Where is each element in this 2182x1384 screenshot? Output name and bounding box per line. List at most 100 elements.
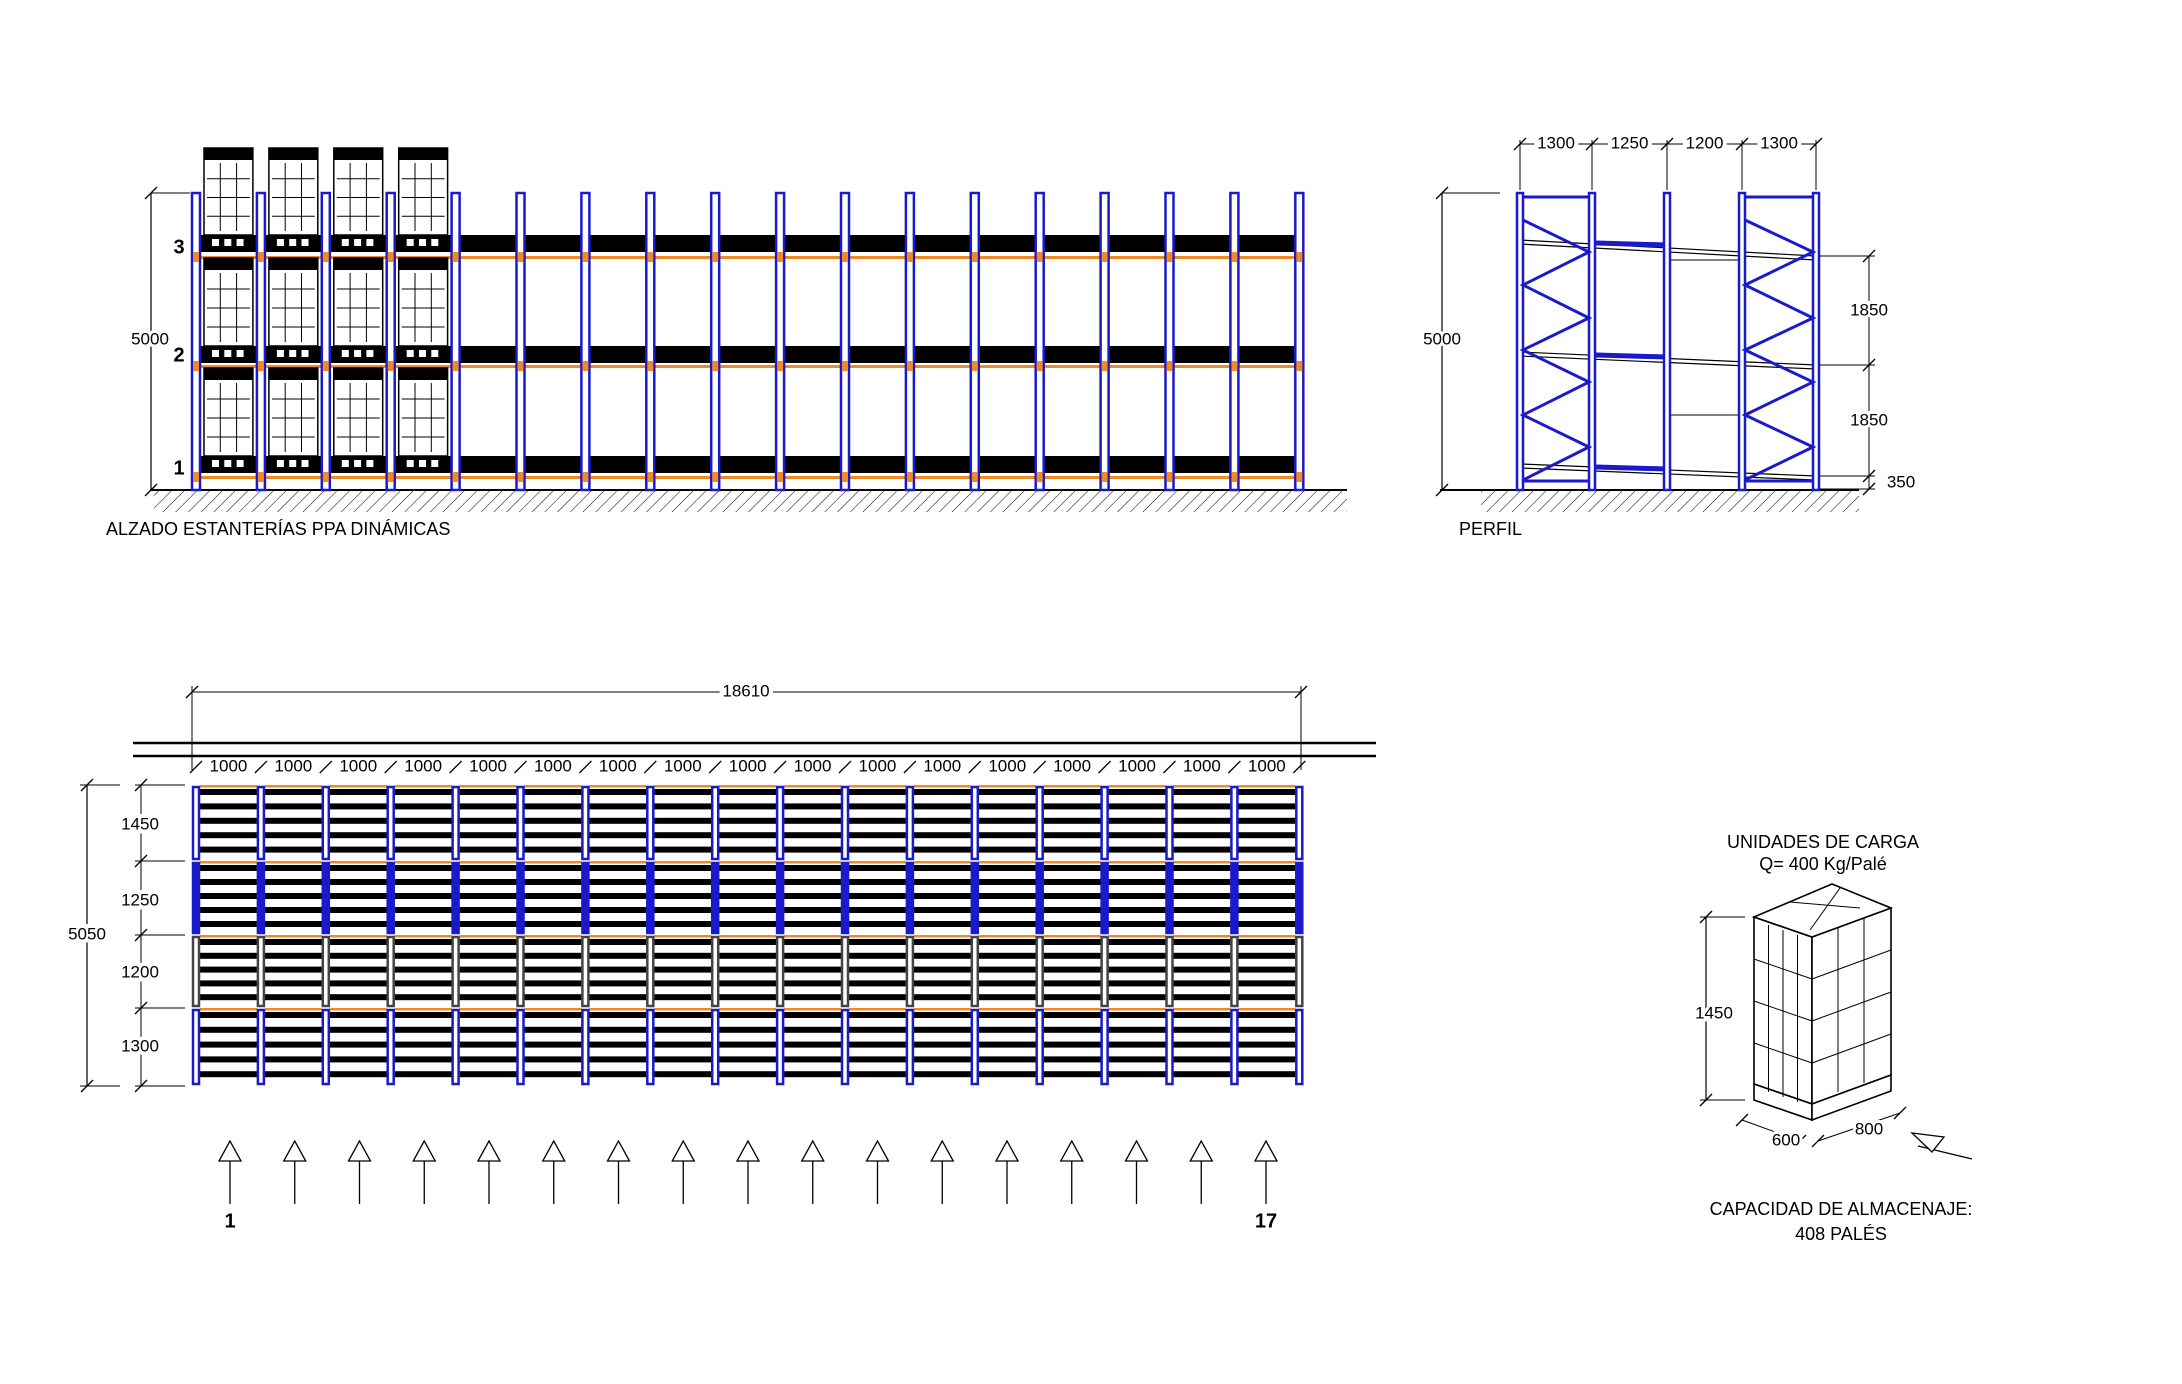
pallet-slat — [1238, 952, 1296, 959]
plan-upright — [256, 785, 266, 861]
pallet-slat — [784, 921, 841, 927]
plan-upright — [775, 935, 785, 1008]
pallet-slat — [1108, 1026, 1166, 1033]
bay-dimension: 1000 — [1053, 756, 1091, 775]
plan-upright — [516, 785, 525, 861]
lane-arrow — [800, 1139, 825, 1204]
width-dimension: 1200 — [1686, 133, 1724, 152]
lane-arrow — [347, 1139, 372, 1204]
pallet-slat — [459, 966, 517, 973]
plan-upright — [1165, 1008, 1174, 1086]
upright — [515, 191, 526, 492]
beam-connector — [712, 252, 719, 262]
pallet-slat — [329, 893, 387, 899]
box-line — [1811, 949, 1892, 980]
pallet-slat — [200, 879, 257, 885]
pallet-slat — [784, 952, 841, 959]
pallet-box — [333, 147, 384, 236]
plan-beam — [459, 785, 517, 788]
plan-beam — [849, 785, 906, 788]
plan-upright — [646, 935, 655, 1008]
pallet-block — [366, 460, 374, 467]
pallet-slat — [719, 994, 777, 1001]
plan-beam — [913, 935, 971, 938]
beam-connector — [1101, 361, 1108, 371]
beam-connector — [1231, 252, 1238, 262]
pallet-slat — [719, 952, 777, 959]
plan-upright — [1165, 861, 1174, 935]
pallet-slat — [1108, 952, 1166, 959]
elevation-view: 5000 1 2 3 ALZADO ESTANTERÍAS PPA DINÁMICAS — [106, 147, 1347, 539]
pallet-slat — [329, 879, 387, 885]
pallet-slat — [784, 846, 841, 853]
pallet-slat — [1043, 994, 1101, 1001]
plan-upright — [1035, 785, 1044, 861]
plan-upright — [191, 785, 201, 861]
pallet-slat — [1173, 846, 1231, 853]
pallet-block — [419, 460, 426, 467]
pallet-slat — [978, 1056, 1036, 1063]
pallet-slat — [719, 1056, 777, 1063]
pallet-slat — [1043, 1041, 1101, 1048]
pallet-slat — [719, 980, 777, 987]
plan-upright — [840, 861, 850, 935]
beam-connector — [712, 361, 719, 371]
plan-beam — [1108, 935, 1166, 938]
pallet-slat — [849, 1071, 906, 1078]
bay-dimension: 1000 — [404, 756, 442, 775]
plan-upright — [1165, 785, 1174, 861]
plan-beam — [1043, 785, 1101, 788]
pallet-slat — [589, 817, 647, 824]
pallet-block — [212, 460, 219, 467]
pallet-slat — [200, 939, 257, 945]
pallet-slat — [589, 939, 647, 945]
pallet-slat — [1043, 879, 1101, 885]
pallet-slat — [1108, 1071, 1166, 1078]
pallet-slat — [913, 907, 971, 913]
pallet-block — [419, 239, 426, 246]
upright — [645, 191, 656, 492]
dimension-tick — [144, 483, 158, 497]
pallet-slat — [654, 832, 712, 839]
pallet-slat — [459, 952, 517, 959]
unit-length-dimension: 800 — [1855, 1119, 1883, 1138]
pallet-slat — [654, 980, 712, 987]
pallet-slat — [1108, 921, 1166, 927]
pallet-slat — [719, 1012, 777, 1018]
pallet-slat — [978, 952, 1036, 959]
plan-upright — [581, 1008, 590, 1086]
pallet-slat — [913, 803, 971, 810]
pallet-slat — [1108, 1056, 1166, 1063]
pallet-slat — [719, 846, 777, 853]
pallet-block — [236, 350, 244, 357]
pallet-cap — [333, 148, 383, 160]
pallet-slat — [849, 980, 906, 987]
pallet-slat — [524, 865, 582, 871]
dimension-tick — [1033, 760, 1047, 774]
plan-beam — [1043, 935, 1101, 938]
pallet-slat — [200, 966, 257, 973]
plan-beam — [329, 1008, 387, 1011]
pallet-block — [419, 350, 426, 357]
pallet-slat — [1173, 994, 1231, 1001]
pallet-slat — [524, 832, 582, 839]
beam-connector — [1296, 472, 1303, 482]
pallet-cap — [268, 368, 318, 380]
plan-beam — [1238, 861, 1296, 864]
unit-height-dimension: 1450 — [1695, 1003, 1733, 1022]
pallet-slat — [1238, 817, 1296, 824]
pallet-slat — [459, 994, 517, 1001]
pallet-slat — [1043, 803, 1101, 810]
beam-connector — [257, 252, 264, 262]
pallet-slat — [1173, 789, 1231, 795]
lane-arrow — [1124, 1139, 1149, 1204]
pallet-slat — [459, 1026, 517, 1033]
plan-beam — [654, 1008, 712, 1011]
unit-width-dimension: 600 — [1772, 1130, 1800, 1149]
lane-arrow — [735, 1139, 761, 1204]
plan-beam — [913, 785, 971, 788]
pallet-slat — [849, 952, 906, 959]
plan-beam — [589, 861, 647, 864]
plan-beam — [1108, 861, 1166, 864]
pallet-slat — [849, 907, 906, 913]
